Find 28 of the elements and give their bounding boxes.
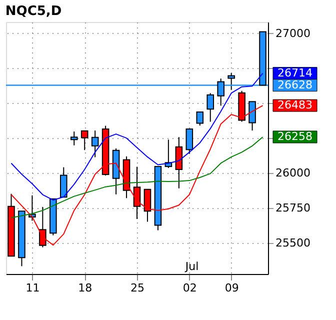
line-series: [10, 72, 264, 201]
candlestick: [186, 128, 194, 154]
candlestick: [80, 130, 88, 151]
y-tick-label: 25750: [276, 201, 310, 214]
line-series: [10, 136, 264, 218]
y-tick-label: 26000: [276, 166, 310, 180]
candlestick: [133, 166, 141, 220]
candlestick: [196, 111, 204, 126]
y-tick-label: 25500: [276, 236, 310, 250]
x-tick-label: 09: [224, 282, 239, 294]
ref-line-label: 26628: [278, 78, 312, 92]
candlestick: [60, 166, 68, 198]
annotation: Jul: [184, 260, 199, 273]
y-tick-label: 27000: [276, 26, 310, 40]
candlestick: [144, 188, 152, 222]
x-tick-label: 02: [182, 282, 197, 294]
text: 26483: [278, 98, 312, 112]
x-tick-label: 25: [130, 282, 144, 294]
candlestick: [175, 136, 183, 189]
x-tick-label: 18: [78, 282, 92, 294]
candlestick: [206, 92, 214, 122]
candlestick: [91, 130, 99, 158]
text: 26714: [278, 66, 312, 80]
candlestick: [248, 101, 256, 132]
text: 26258: [278, 130, 312, 143]
chart-title: NQC5,D: [5, 4, 62, 19]
x-tick-label: 11: [26, 282, 40, 294]
candlestick: [70, 131, 78, 146]
